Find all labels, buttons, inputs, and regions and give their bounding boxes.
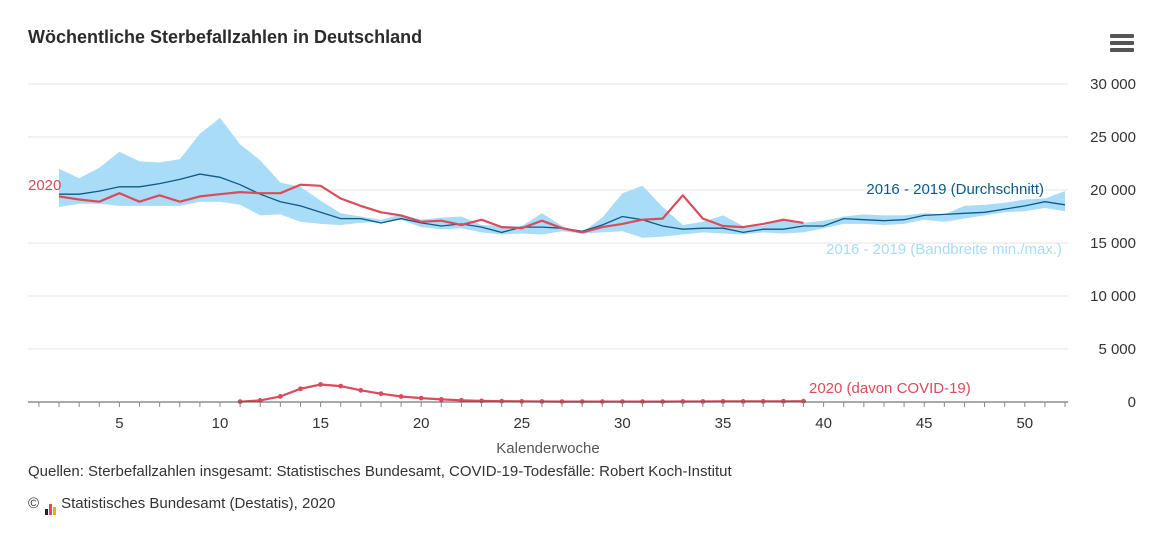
covid-point (418, 395, 424, 401)
y-tick-label: 30 000 (1090, 76, 1136, 93)
destatis-logo-icon (45, 498, 57, 515)
copyright-symbol: © (28, 495, 40, 512)
covid-point (338, 383, 344, 389)
covid-point (438, 397, 444, 402)
series-line-2020 (58, 183, 804, 234)
y-tick-label: 20 000 (1090, 182, 1136, 199)
band-layer (59, 117, 1065, 238)
x-axis: 5 10 15 20 25 30 35 40 45 50 (28, 401, 1068, 432)
y-tick-label: 15 000 (1090, 235, 1136, 252)
x-tick-label: 15 (312, 415, 329, 432)
covid-point (760, 399, 766, 404)
chart-title: Wöchentliche Sterbefallzahlen in Deutsch… (28, 27, 423, 47)
series-label-average: 2016 - 2019 (Durchschnitt) (866, 181, 1044, 198)
covid-point (740, 399, 746, 404)
covid-point (720, 399, 726, 404)
x-tick-label: 35 (715, 415, 732, 432)
sources-note: Quellen: Sterbefallzahlen insgesamt: Sta… (28, 463, 732, 480)
covid-point (398, 394, 404, 399)
x-tick-label: 30 (614, 415, 631, 432)
band-label: 2016 - 2019 (Bandbreite min./max.) (826, 241, 1062, 258)
band-area (59, 117, 1065, 238)
series-layer (58, 173, 1066, 405)
x-tick-label: 20 (413, 415, 430, 432)
hamburger-menu-icon[interactable] (1110, 34, 1134, 54)
x-tick-label: 5 (115, 415, 123, 432)
copyright-text: Statistisches Bundesamt (Destatis), 2020 (61, 495, 336, 512)
covid-point (318, 382, 323, 387)
x-tick-label: 25 (513, 415, 530, 432)
covid-point (378, 391, 384, 397)
y-tick-label: 5 000 (1098, 341, 1136, 358)
series-label-covid: 2020 (davon COVID-19) (809, 380, 971, 397)
y-tick-label: 10 000 (1090, 288, 1136, 305)
covid-point (278, 394, 283, 399)
y-tick-label: 25 000 (1090, 129, 1136, 146)
grid-lines (28, 83, 1068, 350)
x-tick-label: 50 (1016, 415, 1033, 432)
x-tick-label: 40 (815, 415, 832, 432)
y-tick-label: 0 (1128, 394, 1136, 411)
covid-point (298, 386, 303, 392)
copyright-line: © Statistisches Bundesamt (Destatis), 20… (28, 495, 336, 515)
x-tick-label: 45 (916, 415, 933, 432)
x-tick-label: 10 (212, 415, 229, 432)
covid-point (519, 399, 525, 404)
series-label-2020: 2020 (28, 177, 61, 194)
y-axis: 0 5 000 10 000 15 000 20 000 25 000 30 000 (1090, 76, 1136, 411)
x-axis-label: Kalenderwoche (496, 440, 599, 457)
covid-point (358, 387, 364, 393)
